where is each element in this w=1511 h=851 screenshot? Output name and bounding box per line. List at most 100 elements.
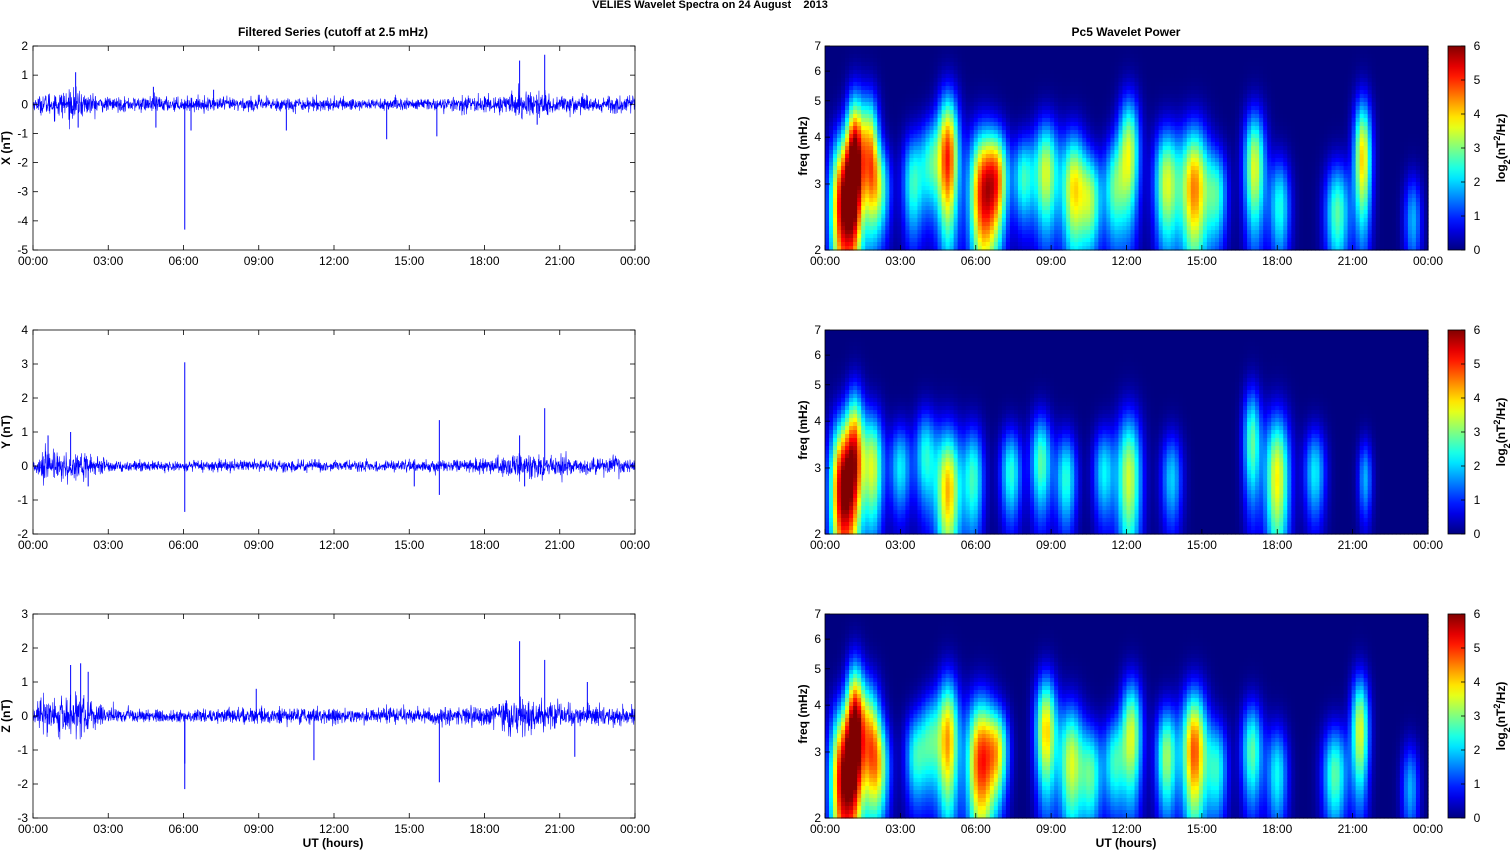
heat-cell bbox=[1002, 106, 1007, 111]
heat-cell bbox=[1187, 62, 1192, 67]
heat-cell bbox=[994, 194, 999, 199]
heat-cell bbox=[1050, 154, 1055, 159]
heat-cell bbox=[962, 194, 967, 199]
heat-cell bbox=[946, 242, 951, 247]
heat-cell bbox=[1086, 106, 1091, 111]
heat-cell bbox=[1131, 86, 1136, 91]
heat-cell bbox=[865, 186, 870, 191]
heat-cell bbox=[962, 90, 967, 95]
heat-cell bbox=[1102, 118, 1107, 123]
heat-cell bbox=[1175, 162, 1180, 167]
heat-cell bbox=[958, 238, 963, 243]
heat-cell bbox=[1070, 166, 1075, 171]
heat-cell bbox=[970, 110, 975, 115]
heat-cell bbox=[998, 158, 1003, 163]
heat-cell bbox=[849, 86, 854, 91]
heat-cell bbox=[833, 74, 838, 79]
heat-cell bbox=[958, 126, 963, 131]
heat-cell bbox=[1167, 218, 1172, 223]
heat-cell bbox=[1183, 66, 1188, 71]
heat-cell bbox=[1135, 182, 1140, 187]
heat-cell bbox=[1163, 130, 1168, 135]
heat-cell bbox=[1030, 142, 1035, 147]
heat-cell bbox=[938, 118, 943, 123]
heat-cell bbox=[877, 62, 882, 67]
heat-cell bbox=[857, 118, 862, 123]
heat-cell bbox=[913, 198, 918, 203]
heat-cell bbox=[833, 150, 838, 155]
heat-cell bbox=[1175, 78, 1180, 83]
heat-cell bbox=[1002, 234, 1007, 239]
heat-cell bbox=[857, 142, 862, 147]
heat-cell bbox=[930, 210, 935, 215]
heat-cell bbox=[942, 46, 947, 51]
heat-cell bbox=[1102, 102, 1107, 107]
heat-cell bbox=[1022, 234, 1027, 239]
heat-cell bbox=[994, 182, 999, 187]
heat-cell bbox=[869, 86, 874, 91]
heat-cell bbox=[1014, 226, 1019, 231]
heat-cell bbox=[845, 158, 850, 163]
heat-cell bbox=[1074, 158, 1079, 163]
heat-cell bbox=[978, 162, 983, 167]
heat-cell bbox=[1018, 98, 1023, 103]
heat-cell bbox=[1195, 222, 1200, 227]
heat-cell bbox=[1191, 114, 1196, 119]
heat-cell bbox=[1058, 46, 1063, 51]
heat-cell bbox=[1183, 154, 1188, 159]
heat-cell bbox=[1106, 202, 1111, 207]
heat-cell bbox=[1078, 130, 1083, 135]
heat-cell bbox=[946, 190, 951, 195]
heat-cell bbox=[974, 82, 979, 87]
heat-cell bbox=[1195, 110, 1200, 115]
heat-cell bbox=[1135, 102, 1140, 107]
heat-cell bbox=[994, 66, 999, 71]
heat-cell bbox=[1062, 138, 1067, 143]
heat-cell bbox=[1042, 154, 1047, 159]
heat-cell bbox=[917, 46, 922, 51]
heat-cell bbox=[982, 134, 987, 139]
heat-cell bbox=[893, 110, 898, 115]
heat-cell bbox=[930, 162, 935, 167]
heat-cell bbox=[1131, 78, 1136, 83]
heat-cell bbox=[861, 158, 866, 163]
heat-cell bbox=[1050, 198, 1055, 203]
heat-cell bbox=[1195, 62, 1200, 67]
heat-cell bbox=[1038, 78, 1043, 83]
heat-cell bbox=[1159, 174, 1164, 179]
heat-cell bbox=[1106, 166, 1111, 171]
heat-cell bbox=[901, 142, 906, 147]
heat-cell bbox=[966, 234, 971, 239]
heat-cell bbox=[934, 62, 939, 67]
heat-cell bbox=[845, 94, 850, 99]
heat-cell bbox=[1102, 142, 1107, 147]
heat-cell bbox=[1062, 198, 1067, 203]
heat-cell bbox=[905, 194, 910, 199]
heat-cell bbox=[1159, 66, 1164, 71]
heat-cell bbox=[1058, 214, 1063, 219]
heat-cell bbox=[917, 122, 922, 127]
heat-cell bbox=[905, 186, 910, 191]
heat-cell bbox=[889, 190, 894, 195]
heat-cell bbox=[917, 54, 922, 59]
heat-cell bbox=[909, 162, 914, 167]
heat-cell bbox=[1026, 98, 1031, 103]
heat-cell bbox=[885, 82, 890, 87]
heat-cell bbox=[1070, 190, 1075, 195]
heat-cell bbox=[841, 46, 846, 51]
heat-cell bbox=[1143, 222, 1148, 227]
heat-cell bbox=[1135, 202, 1140, 207]
heat-cell bbox=[970, 174, 975, 179]
heat-cell bbox=[1094, 82, 1099, 87]
heat-cell bbox=[1078, 134, 1083, 139]
heat-cell bbox=[1054, 166, 1059, 171]
heat-cell bbox=[921, 82, 926, 87]
heat-cell bbox=[1034, 194, 1039, 199]
heat-cell bbox=[881, 102, 886, 107]
heat-cell bbox=[978, 174, 983, 179]
heat-cell bbox=[1118, 226, 1123, 231]
heat-cell bbox=[1155, 162, 1160, 167]
heat-cell bbox=[1147, 114, 1152, 119]
heat-cell bbox=[954, 70, 959, 75]
heat-cell bbox=[901, 146, 906, 151]
